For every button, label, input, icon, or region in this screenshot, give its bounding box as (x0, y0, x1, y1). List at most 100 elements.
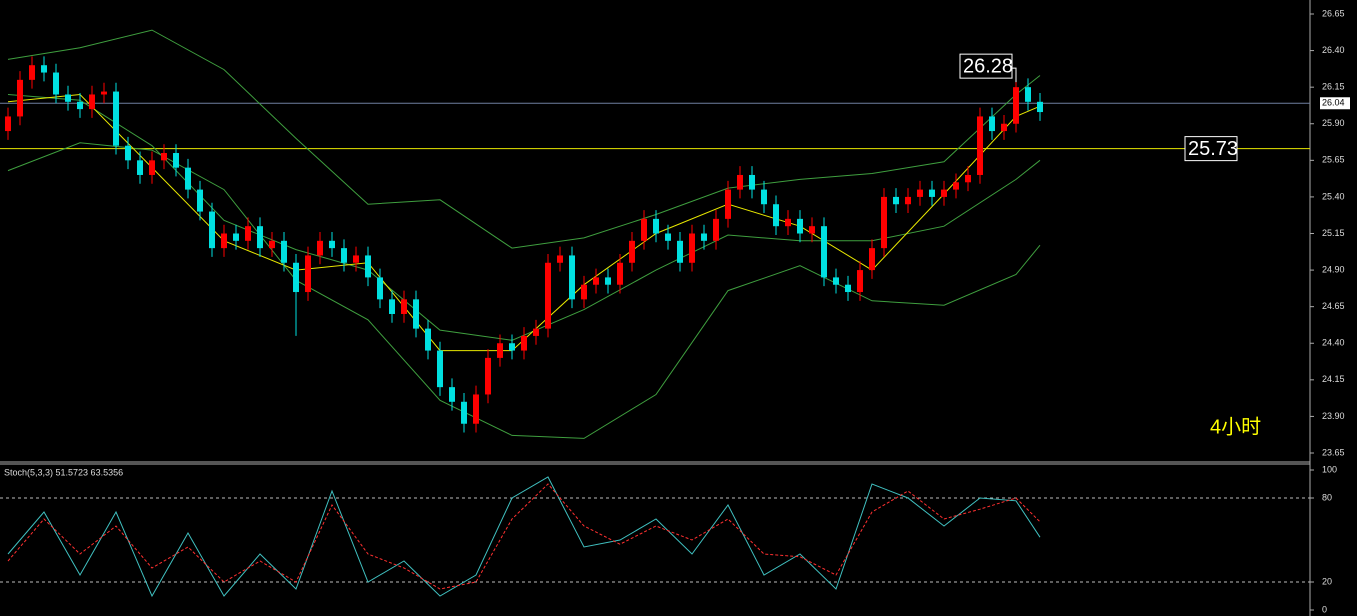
y-tick-label: 23.65 (1322, 447, 1345, 457)
stoch-line (7, 476, 1041, 598)
level-box (1184, 136, 1238, 162)
candle-body (893, 196, 899, 205)
candle-body (1037, 101, 1043, 113)
candle-body (521, 335, 527, 351)
candle-body (689, 233, 695, 263)
candle-body (245, 226, 251, 241)
candle-body (917, 189, 923, 197)
candle-body (41, 65, 47, 73)
y-tick-label: 24.65 (1322, 301, 1345, 311)
candle-body (437, 350, 443, 388)
candle-body (209, 211, 215, 249)
candle-body (533, 328, 539, 336)
y-tick-label: 26.15 (1322, 82, 1345, 92)
candle-body (821, 226, 827, 278)
candle-body (173, 153, 179, 168)
candle-body (305, 255, 311, 293)
indicator-line (7, 142, 1041, 439)
candle-body (353, 255, 359, 263)
candle-body (773, 204, 779, 227)
indicator-line (7, 29, 1041, 249)
y-tick-label: 25.65 (1322, 155, 1345, 165)
candle-body (125, 145, 131, 161)
candle-body (29, 65, 35, 80)
y-tick-label: 25.90 (1322, 118, 1345, 128)
candle-body (653, 218, 659, 234)
candle-body (17, 79, 23, 117)
candle-body (269, 240, 275, 249)
candle-body (197, 189, 203, 212)
annotation-label: 26.28 (963, 55, 1013, 77)
candle-body (557, 255, 563, 263)
candle-body (749, 174, 755, 190)
candle-body (989, 116, 995, 132)
candle-body (77, 101, 83, 110)
candle-body (509, 343, 515, 351)
price-box-label: 26.04 (1322, 98, 1345, 108)
y-tick-label: 26.65 (1322, 8, 1345, 18)
period-label: 4小时 (1210, 415, 1261, 438)
candle-body (785, 218, 791, 227)
candle-body (833, 277, 839, 285)
candle-body (605, 277, 611, 285)
candle-body (713, 218, 719, 241)
candle-body (845, 284, 851, 293)
y-tick-label: 24.40 (1322, 338, 1345, 348)
candle-body (425, 328, 431, 351)
candle-body (53, 72, 59, 95)
candle-body (905, 196, 911, 205)
candle-body (737, 174, 743, 190)
y-tick-label: 25.40 (1322, 191, 1345, 201)
y-tick-label: 24.90 (1322, 264, 1345, 274)
candle-body (809, 226, 815, 234)
candle-body (389, 299, 395, 314)
candle-body (953, 182, 959, 190)
candle-body (869, 248, 875, 271)
candle-body (341, 248, 347, 263)
candle-body (701, 233, 707, 241)
candle-body (545, 262, 551, 329)
stoch-tick-label: 80 (1322, 492, 1332, 502)
candle-body (629, 240, 635, 263)
candle-body (65, 94, 71, 102)
candle-body (665, 233, 671, 241)
candle-body (497, 343, 503, 358)
candle-body (89, 94, 95, 110)
candle-body (725, 189, 731, 219)
candle-body (293, 262, 299, 293)
stoch-line (7, 483, 1041, 590)
candle-body (677, 240, 683, 263)
candle-body (461, 401, 467, 424)
candle-body (233, 233, 239, 241)
level-label: 25.73 (1188, 138, 1238, 160)
candle-body (149, 160, 155, 175)
candle-body (365, 255, 371, 278)
candle-body (329, 240, 335, 249)
candle-body (941, 189, 947, 197)
candle-body (281, 240, 287, 263)
candle-body (113, 91, 119, 146)
candle-body (317, 240, 323, 256)
candle-body (581, 284, 587, 300)
candle-body (137, 160, 143, 175)
y-tick-label: 25.15 (1322, 228, 1345, 238)
annotation-leader (1012, 67, 1017, 83)
y-tick-label: 23.90 (1322, 411, 1345, 421)
candle-body (161, 153, 167, 161)
candle-body (1001, 123, 1007, 132)
candle-body (761, 189, 767, 205)
candle-body (221, 233, 227, 249)
candle-body (377, 277, 383, 300)
candle-body (929, 189, 935, 197)
annotation-box (959, 53, 1013, 79)
candle-body (797, 218, 803, 234)
candle-body (617, 262, 623, 285)
candle-body (5, 116, 11, 132)
candle-body (413, 299, 419, 329)
candle-body (641, 218, 647, 241)
candle-body (965, 174, 971, 183)
candle-body (101, 91, 107, 95)
y-tick-label: 26.40 (1322, 45, 1345, 55)
candle-body (593, 277, 599, 285)
